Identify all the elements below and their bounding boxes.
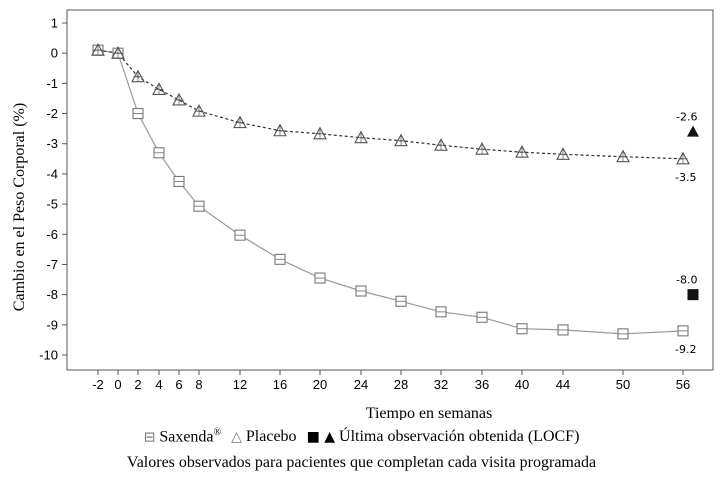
x-tick-label: 24 xyxy=(354,377,368,392)
x-axis-title: Tiempo en semanas xyxy=(366,405,493,420)
locf-value-label: -2.6 xyxy=(676,111,697,124)
legend-item-placebo: △ Placebo xyxy=(231,428,296,446)
legend-label-saxenda: Saxenda xyxy=(159,428,214,446)
series-line-placebo xyxy=(97,49,684,160)
x-tick-label: 36 xyxy=(475,377,489,392)
x-tick-label: -2 xyxy=(92,377,104,392)
x-tick-label: 56 xyxy=(676,377,690,392)
y-tick-label: -6 xyxy=(46,227,58,242)
x-tick-label: 32 xyxy=(434,377,448,392)
y-tick-label: -2 xyxy=(46,106,58,121)
plot-frame xyxy=(66,9,714,371)
x-tick-label: 16 xyxy=(273,377,287,392)
y-tick-label: -3 xyxy=(46,136,58,151)
chart-labels: -9.2 -3.5 -8.0 -2.6 xyxy=(675,111,697,356)
x-tick-label: 40 xyxy=(515,377,529,392)
legend-item-saxenda: ⊟ Saxenda® xyxy=(144,427,222,446)
series-line-saxenda xyxy=(97,49,684,335)
data-point-placebo xyxy=(313,126,327,140)
locf-point-placebo xyxy=(687,125,699,137)
weight-change-chart: 10-1-2-3-4-5-6-7-8-9-10-2 0 2 4 6 8 12 16 20 24 28… xyxy=(11,9,714,420)
end-value-label-saxenda: -9.2 xyxy=(675,343,696,356)
chart-axes: 10-1-2-3-4-5-6-7-8-9-10-2 0 2 4 6 8 12 16 20 24 28… xyxy=(39,9,714,392)
filled-square-triangle-icon: ■ ▲ xyxy=(306,429,336,446)
locf-point-saxenda xyxy=(687,289,699,301)
x-tick-label: 4 xyxy=(155,377,162,392)
data-point-placebo xyxy=(131,69,145,83)
y-tick-label: 1 xyxy=(51,16,58,31)
data-point-placebo xyxy=(192,103,206,117)
x-tick-label: 2 xyxy=(134,377,141,392)
y-tick-label: 0 xyxy=(51,46,58,61)
chart-legend: ⊟ Saxenda® △ Placebo ■ ▲ Última observac… xyxy=(0,427,723,446)
x-tick-label: 20 xyxy=(313,377,327,392)
y-tick-label: -10 xyxy=(39,348,58,363)
x-tick-label: 0 xyxy=(114,377,121,392)
y-tick-label: -8 xyxy=(46,287,58,302)
x-tick-label: 44 xyxy=(556,377,570,392)
data-point-placebo xyxy=(273,123,287,137)
y-axis-title: Cambio en el Peso Corporal (%) xyxy=(11,103,28,311)
data-point-placebo xyxy=(434,138,448,151)
y-tick-label: -1 xyxy=(46,76,58,91)
legend-label-placebo: Placebo xyxy=(245,428,297,446)
data-point-placebo xyxy=(515,145,529,158)
data-point-placebo xyxy=(475,142,489,155)
y-tick-label: -7 xyxy=(46,257,58,272)
data-point-placebo xyxy=(152,82,166,95)
data-point-placebo xyxy=(616,149,630,163)
x-tick-label: 8 xyxy=(195,377,202,392)
data-point-placebo xyxy=(676,151,690,165)
data-point-placebo xyxy=(91,43,105,56)
registered-mark: ® xyxy=(213,427,222,438)
triangle-open-icon: △ xyxy=(231,429,242,446)
y-tick-label: -5 xyxy=(46,197,58,212)
x-tick-label: 12 xyxy=(233,377,247,392)
data-point-placebo xyxy=(394,133,408,147)
end-value-label-placebo: -3.5 xyxy=(675,171,696,184)
data-point-placebo xyxy=(233,115,247,129)
y-tick-label: -9 xyxy=(46,317,58,332)
chart-footnote: Valores observados para pacientes que co… xyxy=(126,454,597,471)
data-point-placebo xyxy=(111,46,125,59)
x-tick-label: 6 xyxy=(175,377,182,392)
y-tick-label: -4 xyxy=(46,166,58,181)
x-tick-label: 28 xyxy=(394,377,408,392)
square-open-icon: ⊟ xyxy=(143,429,156,446)
data-point-placebo xyxy=(354,130,368,144)
data-point-placebo xyxy=(556,147,570,160)
locf-value-label: -8.0 xyxy=(676,274,697,287)
legend-item-locf: ■ ▲ Última observación obtenida (LOCF) xyxy=(307,428,580,446)
x-tick-label: 50 xyxy=(616,377,630,392)
chart-markers xyxy=(91,43,699,340)
chart-series-lines xyxy=(97,49,684,335)
legend-label-locf: Última observación obtenida (LOCF) xyxy=(339,428,580,446)
data-point-placebo xyxy=(172,92,186,106)
